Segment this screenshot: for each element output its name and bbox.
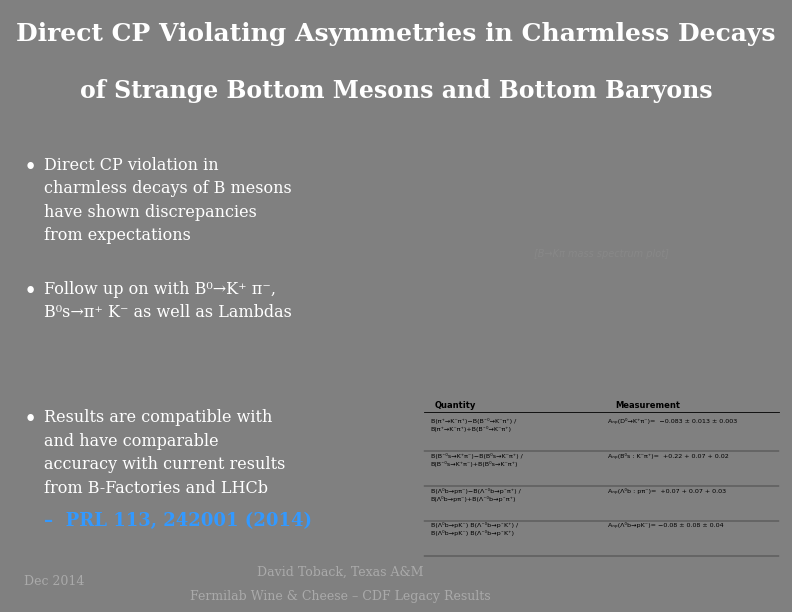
Text: •: •	[24, 281, 37, 303]
Text: Aₙₚ(D⁰→K⁺π⁻)=  −0.083 ± 0.013 ± 0.003: Aₙₚ(D⁰→K⁺π⁻)= −0.083 ± 0.013 ± 0.003	[608, 418, 737, 424]
Text: Fermilab Wine & Cheese – CDF Legacy Results: Fermilab Wine & Cheese – CDF Legacy Resu…	[190, 590, 491, 603]
Text: of Strange Bottom Mesons and Bottom Baryons: of Strange Bottom Mesons and Bottom Bary…	[80, 78, 712, 103]
Text: B(π⁺→K⁻π⁺)−B(B¯⁰→K⁻π⁺) /
B(π⁺→K⁻π⁺)+B(B¯⁰→K⁻π⁺): B(π⁺→K⁻π⁺)−B(B¯⁰→K⁻π⁺) / B(π⁺→K⁻π⁺)+B(B¯…	[431, 418, 516, 432]
Text: Quantity: Quantity	[434, 401, 476, 410]
Text: Aₙₚ(Λ⁰b : pπ⁻)=  +0.07 + 0.07 + 0.03: Aₙₚ(Λ⁰b : pπ⁻)= +0.07 + 0.07 + 0.03	[608, 488, 726, 494]
Text: Dec 2014: Dec 2014	[24, 575, 84, 588]
Text: Aₙₚ(Λ⁰b→pK⁻)= −0.08 ± 0.08 ± 0.04: Aₙₚ(Λ⁰b→pK⁻)= −0.08 ± 0.08 ± 0.04	[608, 523, 724, 528]
Text: Aₙₚ(B⁰s : K⁻π⁺)=  +0.22 + 0.07 + 0.02: Aₙₚ(B⁰s : K⁻π⁺)= +0.22 + 0.07 + 0.02	[608, 453, 729, 459]
Text: David Toback, Texas A&M: David Toback, Texas A&M	[257, 565, 424, 579]
Text: –  PRL 113, 242001 (2014): – PRL 113, 242001 (2014)	[44, 512, 312, 530]
Text: Results are compatible with
and have comparable
accuracy with current results
fr: Results are compatible with and have com…	[44, 409, 286, 497]
Text: Direct CP violation in
charmless decays of B mesons
have shown discrepancies
fro: Direct CP violation in charmless decays …	[44, 157, 292, 244]
Text: [B→Kπ mass spectrum plot]: [B→Kπ mass spectrum plot]	[534, 249, 668, 259]
Text: •: •	[24, 409, 37, 431]
Text: B(Λ⁰b→pπ⁻)−B(Λ¯⁰b→p¯π⁺) /
B(Λ⁰b→pπ⁻)+B(Λ¯⁰b→p¯π⁺): B(Λ⁰b→pπ⁻)−B(Λ¯⁰b→p¯π⁺) / B(Λ⁰b→pπ⁻)+B(Λ…	[431, 488, 520, 502]
Text: Direct CP Violating Asymmetries in Charmless Decays: Direct CP Violating Asymmetries in Charm…	[17, 22, 775, 47]
Text: Measurement: Measurement	[615, 401, 680, 410]
Text: Follow up on with B⁰→K⁺ π⁻,
B⁰s→π⁺ K⁻ as well as Lambdas: Follow up on with B⁰→K⁺ π⁻, B⁰s→π⁺ K⁻ as…	[44, 281, 292, 321]
Text: •: •	[24, 157, 37, 179]
Text: B(B¯⁰s→K⁺π⁻)−B(B⁰s→K⁻π⁺) /
B(B¯⁰s→K⁺π⁻)+B(B⁰s→K⁻π⁺): B(B¯⁰s→K⁺π⁻)−B(B⁰s→K⁻π⁺) / B(B¯⁰s→K⁺π⁻)+…	[431, 453, 523, 467]
Text: B(Λ⁰b→pK⁻) B(Λ¯⁰b→p¯K⁺) /
B(Λ⁰b→pK⁻) B(Λ¯⁰b→p¯K⁺): B(Λ⁰b→pK⁻) B(Λ¯⁰b→p¯K⁺) / B(Λ⁰b→pK⁻) B(Λ…	[431, 523, 518, 536]
